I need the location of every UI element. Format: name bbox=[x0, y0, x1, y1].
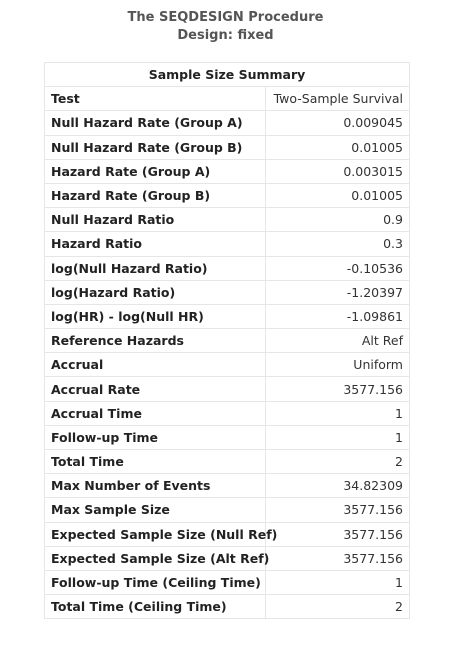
row-label: Follow-up Time (Ceiling Time) bbox=[44, 569, 266, 596]
row-value: 1 bbox=[265, 569, 410, 596]
row-value: 3577.156 bbox=[265, 521, 410, 547]
row-value: 2 bbox=[265, 594, 410, 620]
row-label: Hazard Ratio bbox=[44, 231, 266, 257]
table-row: Follow-up Time (Ceiling Time) 1 bbox=[44, 569, 410, 596]
row-value: 3577.156 bbox=[265, 545, 410, 571]
row-label: Total Time (Ceiling Time) bbox=[44, 594, 266, 620]
row-label: log(HR) - log(Null HR) bbox=[44, 303, 266, 330]
row-label: Test bbox=[44, 86, 266, 112]
row-value: -1.09861 bbox=[265, 303, 410, 330]
table-row: Null Hazard Ratio 0.9 bbox=[44, 207, 410, 233]
row-value: Uniform bbox=[265, 352, 410, 378]
table-row: Hazard Rate (Group A) 0.003015 bbox=[44, 158, 410, 184]
table-row: Max Sample Size 3577.156 bbox=[44, 497, 410, 523]
row-label: Accrual bbox=[44, 352, 266, 378]
row-value: Two-Sample Survival bbox=[265, 86, 410, 112]
row-label: Hazard Rate (Group A) bbox=[44, 158, 266, 184]
row-label: log(Hazard Ratio) bbox=[44, 279, 266, 305]
row-value: 0.01005 bbox=[265, 182, 410, 209]
row-label: Null Hazard Rate (Group B) bbox=[44, 134, 266, 160]
row-value: -0.10536 bbox=[265, 255, 410, 281]
row-label: log(Null Hazard Ratio) bbox=[44, 255, 266, 281]
row-value: Alt Ref bbox=[265, 328, 410, 354]
row-value: 0.003015 bbox=[265, 158, 410, 184]
table-row: Expected Sample Size (Alt Ref) 3577.156 bbox=[44, 545, 410, 571]
row-value: 0.9 bbox=[265, 207, 410, 233]
table-row: Reference Hazards Alt Ref bbox=[44, 328, 410, 354]
table-row: log(Hazard Ratio) -1.20397 bbox=[44, 279, 410, 305]
table-row: Expected Sample Size (Null Ref) 3577.156 bbox=[44, 521, 410, 547]
row-label: Follow-up Time bbox=[44, 424, 266, 451]
table-row: Accrual Rate 3577.156 bbox=[44, 376, 410, 402]
table-row: Total Time (Ceiling Time) 2 bbox=[44, 594, 410, 620]
sample-size-summary-table: Sample Size Summary Test Two-Sample Survi… bbox=[44, 61, 410, 620]
row-label: Expected Sample Size (Alt Ref) bbox=[44, 545, 269, 571]
row-label: Max Number of Events bbox=[44, 473, 266, 499]
row-value: 0.009045 bbox=[265, 110, 410, 136]
table-row: Follow-up Time 1 bbox=[44, 424, 410, 451]
row-value: 3577.156 bbox=[265, 497, 410, 523]
table-row: log(HR) - log(Null HR) -1.09861 bbox=[44, 303, 410, 330]
table-row: Null Hazard Rate (Group B) 0.01005 bbox=[44, 134, 410, 160]
table-row: Total Time 2 bbox=[44, 448, 410, 475]
table-row: Accrual Uniform bbox=[44, 352, 410, 378]
row-label: Null Hazard Rate (Group A) bbox=[44, 110, 266, 136]
table-body: Test Two-Sample Survival Null Hazard Rate … bbox=[44, 86, 410, 620]
row-label: Max Sample Size bbox=[44, 497, 266, 523]
row-value: -1.20397 bbox=[265, 279, 410, 305]
row-label: Accrual Time bbox=[44, 400, 266, 426]
row-label: Hazard Rate (Group B) bbox=[44, 182, 266, 209]
table-row: Hazard Rate (Group B) 0.01005 bbox=[44, 182, 410, 209]
table-caption: Sample Size Summary bbox=[44, 61, 410, 88]
row-label: Accrual Rate bbox=[44, 376, 266, 402]
row-value: 0.3 bbox=[265, 231, 410, 257]
table-row: Null Hazard Rate (Group A) 0.009045 bbox=[44, 110, 410, 136]
row-label: Expected Sample Size (Null Ref) bbox=[44, 521, 277, 547]
row-value: 34.82309 bbox=[265, 473, 410, 499]
row-value: 2 bbox=[265, 448, 410, 475]
table-row: Max Number of Events 34.82309 bbox=[44, 473, 410, 499]
procedure-titles: The SEQDESIGN Procedure Design: fixed bbox=[0, 9, 451, 45]
table-caption-row: Sample Size Summary bbox=[44, 61, 410, 88]
row-value: 3577.156 bbox=[265, 376, 410, 402]
row-label: Total Time bbox=[44, 448, 266, 475]
row-label: Reference Hazards bbox=[44, 328, 266, 354]
row-label: Null Hazard Ratio bbox=[44, 207, 266, 233]
row-value: 0.01005 bbox=[265, 134, 410, 160]
procedure-title: The SEQDESIGN Procedure bbox=[127, 10, 324, 25]
table-row: Accrual Time 1 bbox=[44, 400, 410, 426]
table-row: Hazard Ratio 0.3 bbox=[44, 231, 410, 257]
table-row: log(Null Hazard Ratio) -0.10536 bbox=[44, 255, 410, 281]
row-value: 1 bbox=[265, 400, 410, 426]
row-value: 1 bbox=[265, 424, 410, 451]
table-row: Test Two-Sample Survival bbox=[44, 86, 410, 112]
design-subtitle: Design: fixed bbox=[177, 28, 274, 43]
